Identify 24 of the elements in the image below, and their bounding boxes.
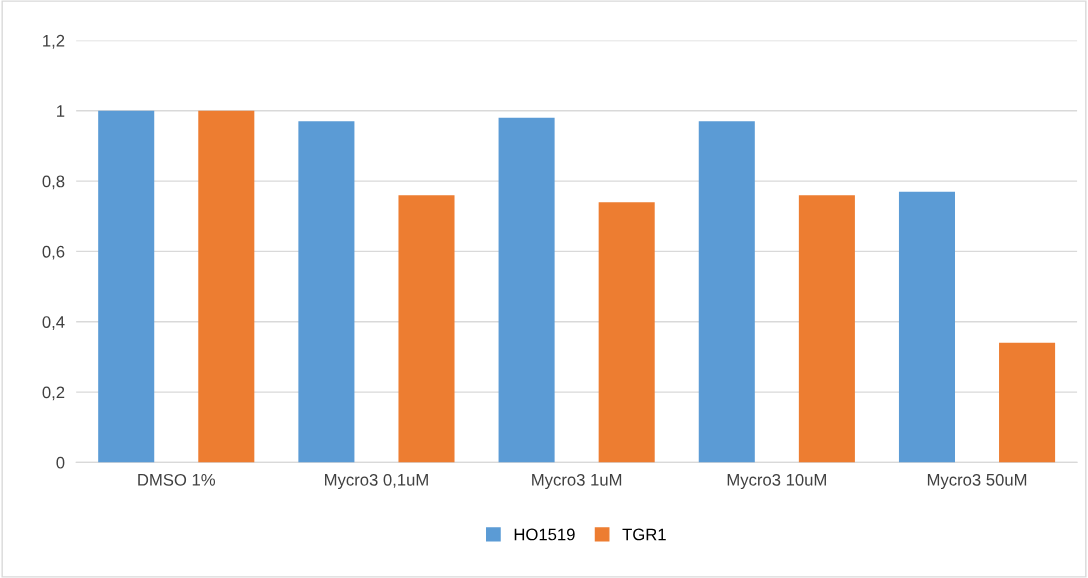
bar [398, 195, 455, 463]
y-tick-label: 0,2 [42, 386, 65, 401]
legend-label: TGR1 [622, 528, 666, 541]
x-tick-label: DMSO 1% [138, 473, 216, 486]
bar [698, 121, 755, 463]
legend-label: HO1519 [514, 528, 575, 541]
x-tick-label: Mycro3 0,1uM [325, 473, 428, 490]
bar [298, 121, 355, 463]
y-tick-label: 0,4 [42, 316, 65, 330]
bar [598, 202, 655, 463]
bar [798, 195, 855, 463]
x-tick-label: Mycro3 50uM [927, 473, 1027, 490]
x-tick-label: Mycro3 1uM [532, 473, 622, 490]
y-tick-label: 1 [57, 105, 65, 117]
y-tick-label: 0 [56, 456, 65, 469]
y-tick-label: 0,6 [42, 245, 65, 260]
x-tick-label: Mycro3 10uM [727, 473, 826, 490]
bar [98, 110, 155, 463]
bar [498, 117, 555, 463]
bar [198, 110, 255, 463]
y-tick-label: 0,8 [42, 175, 65, 190]
bar [898, 191, 955, 463]
bar [999, 342, 1056, 463]
y-tick-label: 1,2 [43, 34, 65, 49]
